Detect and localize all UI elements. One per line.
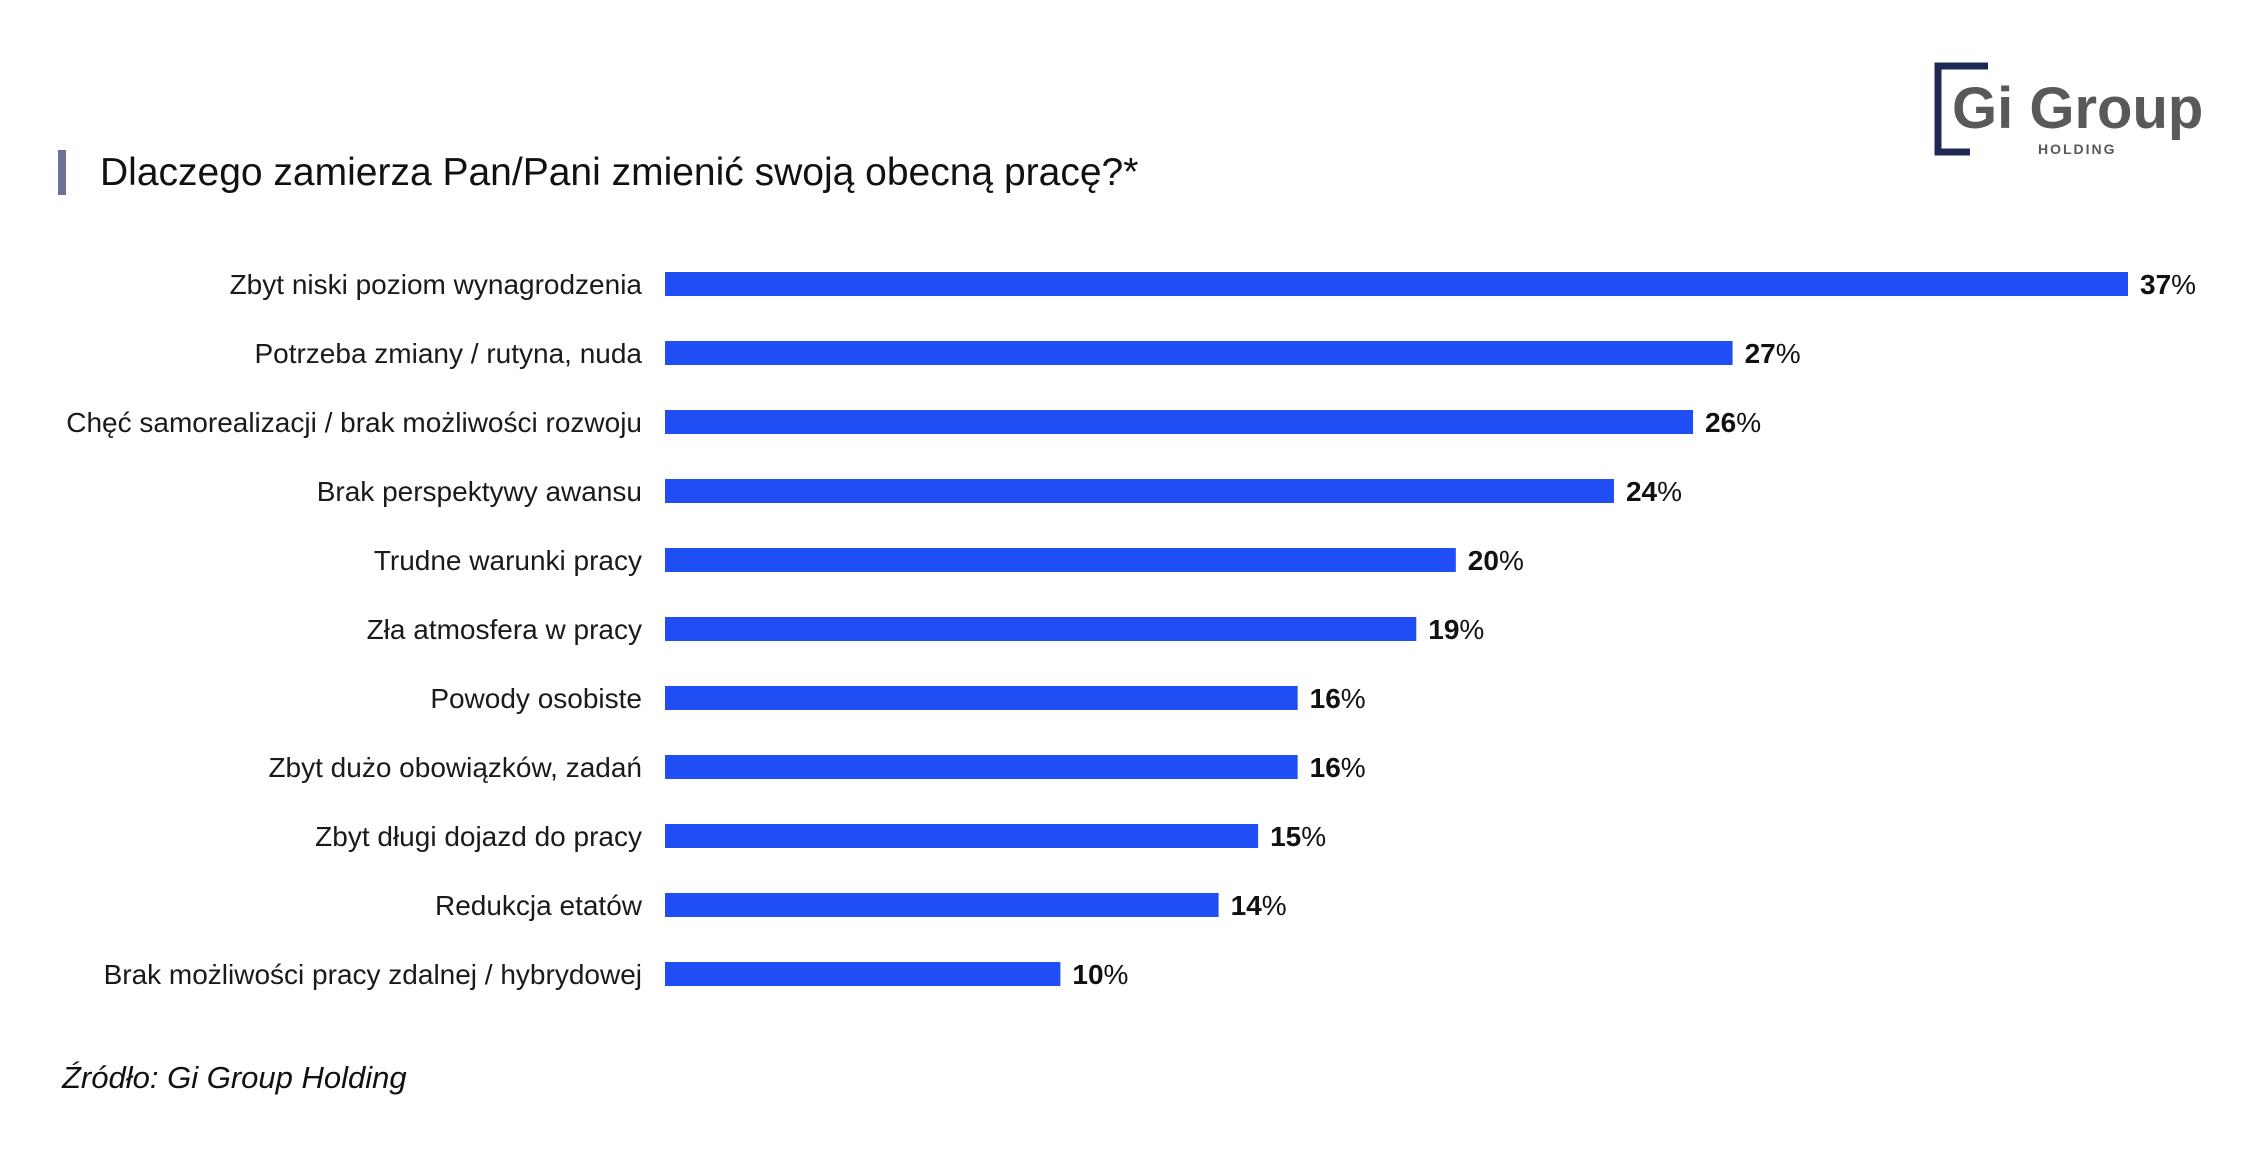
category-label: Zła atmosfera w pracy bbox=[367, 614, 642, 645]
value-label: 14% bbox=[1231, 890, 1287, 921]
logo-bracket bbox=[1934, 62, 1970, 156]
source-note: Źródło: Gi Group Holding bbox=[62, 1060, 407, 1095]
logo-wordmark: Gi Group bbox=[1952, 76, 2203, 141]
bar bbox=[665, 686, 1298, 710]
bar bbox=[665, 755, 1298, 779]
gi-group-logo: Gi Group HOLDING bbox=[1934, 62, 2203, 157]
value-label: 16% bbox=[1310, 683, 1366, 714]
bar bbox=[665, 962, 1061, 986]
value-label: 37% bbox=[2140, 269, 2196, 300]
category-label: Zbyt dużo obowiązków, zadań bbox=[268, 752, 642, 783]
category-label: Potrzeba zmiany / rutyna, nuda bbox=[254, 338, 642, 369]
value-label: 20% bbox=[1468, 545, 1524, 576]
category-label: Brak perspektywy awansu bbox=[317, 476, 642, 507]
value-label: 19% bbox=[1428, 614, 1484, 645]
bar bbox=[665, 272, 2128, 296]
bar bbox=[665, 479, 1614, 503]
bar bbox=[665, 824, 1259, 848]
value-label: 16% bbox=[1310, 752, 1366, 783]
value-label: 26% bbox=[1705, 407, 1761, 438]
logo-subtitle: HOLDING bbox=[2038, 141, 2117, 157]
bars-layer: Zbyt niski poziom wynagrodzenia 37% Potrze… bbox=[66, 269, 2196, 990]
category-label: Zbyt niski poziom wynagrodzenia bbox=[230, 269, 643, 300]
category-label: Brak możliwości pracy zdalnej / hybrydow… bbox=[104, 959, 642, 990]
chart-title: Dlaczego zamierza Pan/Pani zmienić swoją… bbox=[100, 151, 1139, 194]
bar bbox=[665, 410, 1694, 434]
value-label: 27% bbox=[1745, 338, 1801, 369]
bar bbox=[665, 893, 1219, 917]
value-label: 10% bbox=[1072, 959, 1128, 990]
title-accent-bar bbox=[58, 150, 66, 195]
category-label: Chęć samorealizacji / brak możliwości ro… bbox=[66, 407, 642, 438]
bar bbox=[665, 617, 1417, 641]
category-label: Trudne warunki pracy bbox=[374, 545, 642, 576]
category-label: Redukcja etatów bbox=[435, 890, 643, 921]
bar bbox=[665, 341, 1733, 365]
category-label: Powody osobiste bbox=[430, 683, 642, 714]
bar bbox=[665, 548, 1456, 572]
value-label: 15% bbox=[1270, 821, 1326, 852]
value-label: 24% bbox=[1626, 476, 1682, 507]
category-label: Zbyt długi dojazd do pracy bbox=[315, 821, 642, 852]
